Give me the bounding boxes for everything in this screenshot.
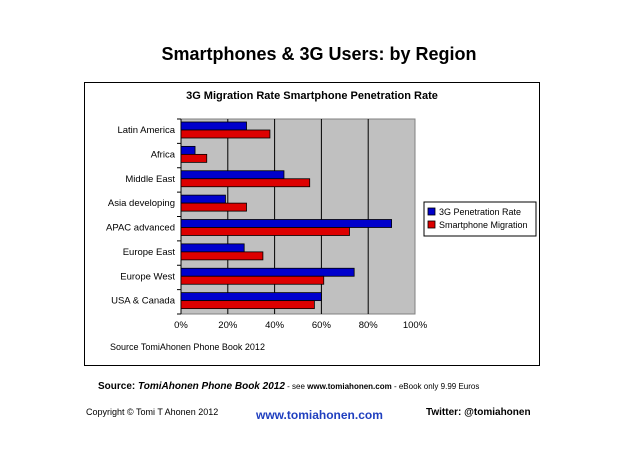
x-tick-label: 0% [174,320,188,331]
ebook-note: - eBook only 9.99 Euros [391,382,480,391]
footer-source: Source: TomiAhonen Phone Book 2012 - see… [98,381,479,392]
bar-3g-europe-east [180,243,245,253]
bars [180,121,393,310]
website-link[interactable]: www.tomiahonen.com [256,408,383,422]
x-tick-label: 40% [265,320,285,331]
category-label: USA & Canada [111,296,176,307]
category-label: Asia developing [108,198,175,209]
chart-source-note: Source TomiAhonen Phone Book 2012 [110,342,265,352]
bar-3g-asia-developing [180,194,226,204]
category-label: Middle East [125,174,175,185]
see-url-link[interactable]: www.tomiahonen.com [307,382,392,391]
tick-labels: 0% 20% 40% 60% 80% 100% [174,320,428,331]
bar-smartphone-latin-america [180,129,271,139]
chart-title: 3G Migration Rate Smartphone Penetration… [186,90,438,102]
bar-chart: Latin America Africa Middle East Asia devel… [106,118,537,331]
legend-label: 3G Penetration Rate [439,207,521,217]
category-label: Latin America [117,125,175,136]
bar-smartphone-africa [180,153,208,163]
bar-smartphone-middle-east [180,178,311,188]
category-labels: Latin America Africa Middle East Asia devel… [106,125,176,307]
bar-3g-europe-west [180,267,355,277]
category-label: APAC advanced [106,223,175,234]
bar-smartphone-europe-west [180,275,325,285]
x-tick-label: 80% [359,320,379,331]
bar-smartphone-europe-east [180,251,264,261]
category-label: Europe East [123,247,176,258]
category-label: Africa [151,149,176,160]
bar-3g-middle-east [180,170,285,180]
x-tick-label: 60% [312,320,332,331]
legend-label: Smartphone Migration [439,220,528,230]
source-label: Source: [98,381,136,392]
book-title: TomiAhonen Phone Book 2012 [138,381,285,392]
x-tick-label: 20% [218,320,238,331]
see-prefix: - see [284,382,308,391]
bar-3g-africa [180,145,196,155]
slide-title: Smartphones & 3G Users: by Region [161,44,477,64]
bar-smartphone-asia-developing [180,202,247,212]
bar-3g-latin-america [180,121,247,131]
twitter-handle: Twitter: @tomiahonen [426,407,531,418]
bar-smartphone-usa-canada [180,300,315,310]
legend-swatch [427,220,436,229]
legend-box [423,201,537,237]
copyright: Copyright © Tomi T Ahonen 2012 [86,407,219,417]
legend-swatch [427,207,436,216]
category-label: Europe West [120,271,175,282]
bar-smartphone-apac-advanced [180,227,350,236]
x-tick-label: 100% [403,320,428,331]
legend: 3G Penetration Rate Smartphone Migration [423,201,537,237]
bar-3g-apac-advanced [180,219,393,228]
plot-area [180,118,416,315]
bar-3g-usa-canada [180,292,322,302]
